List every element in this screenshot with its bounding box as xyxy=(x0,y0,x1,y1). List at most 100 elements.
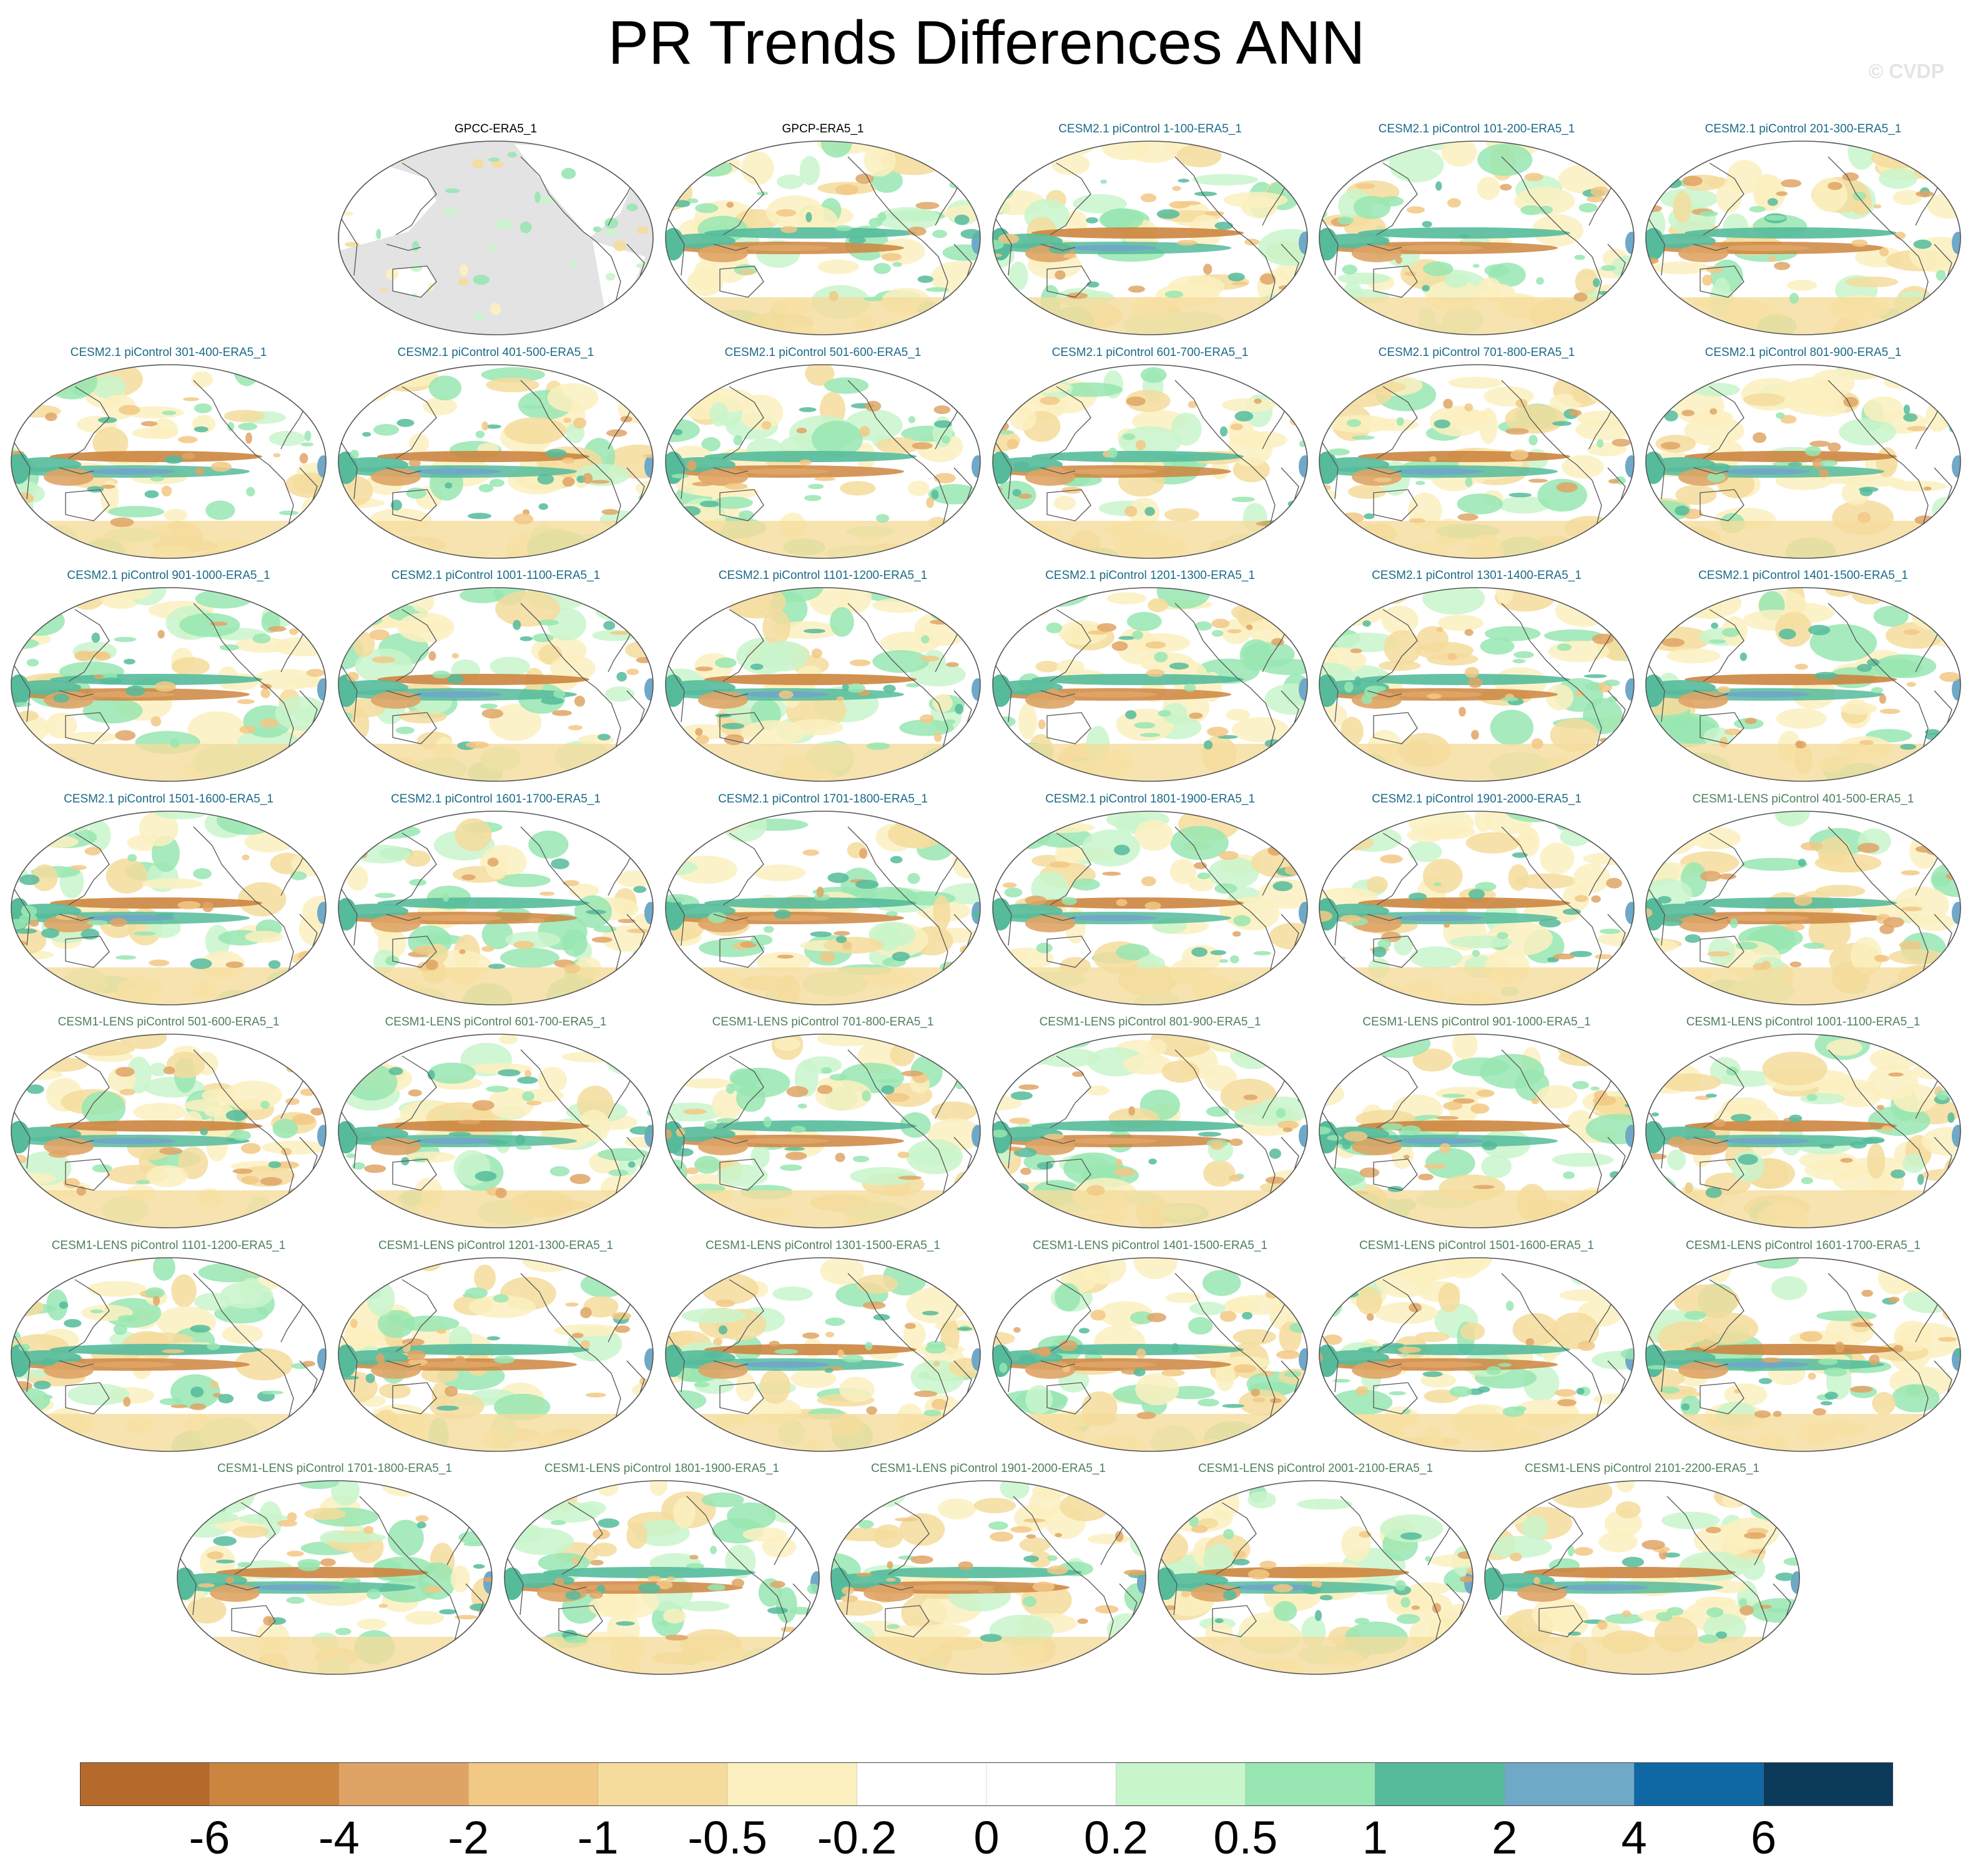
map-projection xyxy=(504,1480,820,1675)
colorbar-tick-label: -1 xyxy=(577,1812,619,1864)
map-panel-title: CESM2.1 piControl 901-1000-ERA5_1 xyxy=(67,569,270,582)
map-projection xyxy=(830,1480,1146,1675)
colorbar-segment xyxy=(1634,1762,1764,1806)
map-panel: CESM2.1 piControl 201-300-ERA5_1 xyxy=(1642,122,1964,341)
map-panel-title: CESM1-LENS piControl 2001-2100-ERA5_1 xyxy=(1198,1462,1433,1475)
map-panel: CESM2.1 piControl 901-1000-ERA5_1 xyxy=(7,569,330,787)
colorbar-tick-label: -2 xyxy=(448,1812,490,1864)
map-panel-title: CESM1-LENS piControl 1701-1800-ERA5_1 xyxy=(217,1462,452,1475)
map-panel: CESM2.1 piControl 1801-1900-ERA5_1 xyxy=(989,792,1311,1011)
map-panel: CESM1-LENS piControl 601-700-ERA5_1 xyxy=(335,1015,657,1234)
map-panel-title: CESM2.1 piControl 1-100-ERA5_1 xyxy=(1058,122,1242,136)
map-projection xyxy=(1645,1257,1961,1452)
map-panel: CESM1-LENS piControl 2001-2100-ERA5_1 xyxy=(1154,1462,1477,1681)
map-panel: CESM2.1 piControl 1-100-ERA5_1 xyxy=(989,122,1311,341)
map-panel: CESM1-LENS piControl 2101-2200-ERA5_1 xyxy=(1481,1462,1803,1681)
map-projection xyxy=(338,811,654,1005)
map-panel: CESM1-LENS piControl 1301-1500-ERA5_1 xyxy=(662,1239,984,1458)
colorbar-tick-label: 2 xyxy=(1492,1812,1518,1864)
map-panel: CESM1-LENS piControl 1401-1500-ERA5_1 xyxy=(989,1239,1311,1458)
map-panel-title: CESM2.1 piControl 1001-1100-ERA5_1 xyxy=(391,569,601,582)
colorbar-segment xyxy=(986,1762,1116,1806)
map-panel-title: CESM2.1 piControl 1901-2000-ERA5_1 xyxy=(1372,792,1582,806)
panel-grid: GPCC-ERA5_1 GPCP-ERA5_1 CESM2.1 piControl … xyxy=(7,122,1964,1681)
map-projection xyxy=(665,364,981,559)
map-panel-title: CESM2.1 piControl 701-800-ERA5_1 xyxy=(1378,346,1575,359)
map-panel: CESM1-LENS piControl 401-500-ERA5_1 xyxy=(1642,792,1964,1011)
map-panel-title: CESM2.1 piControl 1601-1700-ERA5_1 xyxy=(391,792,601,806)
map-projection xyxy=(338,1034,654,1228)
map-panel: CESM1-LENS piControl 1501-1600-ERA5_1 xyxy=(1316,1239,1638,1458)
map-panel-title: CESM2.1 piControl 401-500-ERA5_1 xyxy=(397,346,594,359)
map-panel-title: CESM1-LENS piControl 1401-1500-ERA5_1 xyxy=(1033,1239,1267,1252)
map-panel: CESM2.1 piControl 1001-1100-ERA5_1 xyxy=(335,569,657,787)
map-panel-title: CESM2.1 piControl 1201-1300-ERA5_1 xyxy=(1045,569,1255,582)
map-panel: CESM2.1 piControl 101-200-ERA5_1 xyxy=(1316,122,1638,341)
map-panel-title: CESM1-LENS piControl 2101-2200-ERA5_1 xyxy=(1525,1462,1759,1475)
map-panel-title: CESM2.1 piControl 301-400-ERA5_1 xyxy=(70,346,267,359)
colorbar-segment xyxy=(80,1762,210,1806)
map-projection xyxy=(1645,811,1961,1005)
map-panel-title: CESM2.1 piControl 201-300-ERA5_1 xyxy=(1705,122,1902,136)
map-panel: CESM2.1 piControl 301-400-ERA5_1 xyxy=(7,346,330,565)
map-panel-title: CESM1-LENS piControl 1501-1600-ERA5_1 xyxy=(1359,1239,1594,1252)
map-panel: CESM1-LENS piControl 901-1000-ERA5_1 xyxy=(1316,1015,1638,1234)
map-panel-title: GPCP-ERA5_1 xyxy=(782,122,864,136)
colorbar-tick-label: 6 xyxy=(1750,1812,1777,1864)
watermark: © CVDP xyxy=(1868,60,1944,82)
map-panel-title: CESM1-LENS piControl 1301-1500-ERA5_1 xyxy=(706,1239,940,1252)
map-panel: CESM2.1 piControl 801-900-ERA5_1 xyxy=(1642,346,1964,565)
map-projection xyxy=(1645,141,1961,335)
map-panel: CESM2.1 piControl 1201-1300-ERA5_1 xyxy=(989,569,1311,787)
colorbar-segment xyxy=(1763,1762,1893,1806)
figure-title: PR Trends Differences ANN xyxy=(608,8,1365,77)
map-projection xyxy=(1645,1034,1961,1228)
colorbar-tick-label: 0 xyxy=(973,1812,1000,1864)
colorbar-tick-label: -6 xyxy=(189,1812,230,1864)
map-projection xyxy=(338,587,654,782)
map-panel-title: CESM1-LENS piControl 1801-1900-ERA5_1 xyxy=(544,1462,779,1475)
map-projection xyxy=(665,587,981,782)
map-projection xyxy=(665,141,981,335)
map-panel-title: CESM2.1 piControl 1801-1900-ERA5_1 xyxy=(1045,792,1255,806)
map-projection xyxy=(1319,587,1635,782)
map-projection xyxy=(992,364,1308,559)
map-projection xyxy=(1645,364,1961,559)
map-projection xyxy=(11,811,327,1005)
colorbar-segment xyxy=(1245,1762,1375,1806)
map-projection xyxy=(338,141,654,335)
map-panel-title: CESM1-LENS piControl 401-500-ERA5_1 xyxy=(1692,792,1914,806)
map-panel-title: CESM2.1 piControl 1301-1400-ERA5_1 xyxy=(1372,569,1582,582)
map-projection xyxy=(665,1257,981,1452)
map-panel: CESM2.1 piControl 1601-1700-ERA5_1 xyxy=(335,792,657,1011)
map-projection xyxy=(11,1034,327,1228)
map-projection xyxy=(992,1034,1308,1228)
map-panel-title: CESM1-LENS piControl 701-800-ERA5_1 xyxy=(712,1015,934,1029)
map-projection xyxy=(1319,1257,1635,1452)
map-panel-title: CESM1-LENS piControl 901-1000-ERA5_1 xyxy=(1362,1015,1591,1029)
map-panel: CESM2.1 piControl 1501-1600-ERA5_1 xyxy=(7,792,330,1011)
map-projection xyxy=(1484,1480,1800,1675)
colorbar-segment xyxy=(468,1762,599,1806)
map-projection xyxy=(11,587,327,782)
map-panel: CESM1-LENS piControl 1901-2000-ERA5_1 xyxy=(827,1462,1149,1681)
map-projection xyxy=(1158,1480,1474,1675)
map-panel: CESM2.1 piControl 1301-1400-ERA5_1 xyxy=(1316,569,1638,787)
colorbar-tick-label: 1 xyxy=(1362,1812,1388,1864)
colorbar-labels: -6 -4 -2 -1 -0.5 -0.2 0 0.2 0.5 1 2 4 6 xyxy=(0,1811,1973,1867)
colorbar-tick-label: 0.5 xyxy=(1213,1812,1278,1864)
map-panel: CESM1-LENS piControl 1201-1300-ERA5_1 xyxy=(335,1239,657,1458)
map-panel-title: CESM1-LENS piControl 801-900-ERA5_1 xyxy=(1039,1015,1261,1029)
map-projection xyxy=(1319,141,1635,335)
map-panel-title: CESM2.1 piControl 1501-1600-ERA5_1 xyxy=(64,792,273,806)
map-projection xyxy=(992,587,1308,782)
map-panel: CESM2.1 piControl 501-600-ERA5_1 xyxy=(662,346,984,565)
map-panel-title: CESM1-LENS piControl 1101-1200-ERA5_1 xyxy=(51,1239,286,1252)
map-projection xyxy=(992,141,1308,335)
map-panel-title: CESM2.1 piControl 501-600-ERA5_1 xyxy=(724,346,922,359)
colorbar-segment xyxy=(1504,1762,1635,1806)
map-panel: CESM2.1 piControl 601-700-ERA5_1 xyxy=(989,346,1311,565)
map-panel: CESM1-LENS piControl 1601-1700-ERA5_1 xyxy=(1642,1239,1964,1458)
map-panel: CESM2.1 piControl 1101-1200-ERA5_1 xyxy=(662,569,984,787)
map-projection xyxy=(1319,364,1635,559)
